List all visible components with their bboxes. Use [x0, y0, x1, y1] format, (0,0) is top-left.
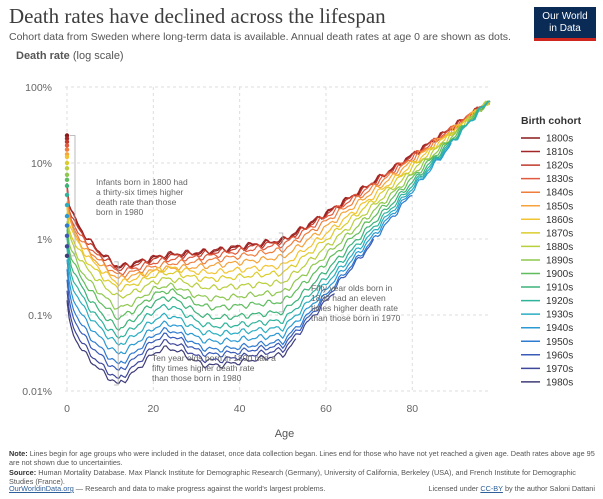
age0-dot-1820s: [64, 139, 70, 145]
x-tick-label: 80: [406, 403, 418, 415]
logo-line-2: in Data: [549, 23, 581, 34]
legend-label-1890s: 1890s: [546, 255, 573, 266]
age0-dot-1860s: [64, 154, 70, 160]
age0-dot-1970s: [64, 244, 70, 249]
age0-dot-1910s: [64, 183, 70, 189]
annotation-fifty-line: than those born in 1970: [311, 313, 401, 323]
series-line-1810s: [66, 100, 491, 268]
legend-label-1950s: 1950s: [546, 337, 573, 348]
legend-label-1940s: 1940s: [546, 323, 573, 334]
y-axis-label: Death rate (log scale): [16, 50, 124, 62]
legend-label-1900s: 1900s: [546, 269, 573, 280]
age0-dot-1810s: [64, 136, 70, 141]
tagline: — Research and data to make progress aga…: [75, 484, 326, 493]
series-line-1950s: [66, 194, 413, 365]
legend-label-1930s: 1930s: [546, 310, 573, 321]
source-text: Human Mortality Database. Max Planck Ins…: [9, 467, 576, 486]
footer-bar: OurWorldinData.org — Research and data t…: [9, 484, 595, 493]
series-line-1930s: [66, 100, 491, 346]
chart-title: Death rates have declined across the lif…: [9, 4, 386, 28]
license-prefix: Licensed under: [428, 484, 479, 493]
annotation-fifty-line: Fifty year olds born in: [311, 283, 393, 293]
license-link[interactable]: CC-BY: [480, 484, 503, 493]
legend-title: Birth cohort: [521, 115, 582, 127]
logo-line-1: Our World: [542, 11, 588, 22]
x-tick-label: 20: [147, 403, 159, 415]
note-label: Note:: [9, 449, 28, 458]
legend-label-1810s: 1810s: [546, 147, 573, 158]
license-suffix: by the author Saloni Dattani: [504, 484, 595, 493]
legend-label-1850s: 1850s: [546, 201, 573, 212]
y-axis-label-note: (log scale): [73, 50, 124, 62]
series-line-1910s: [66, 100, 491, 331]
y-tick-label: 1%: [37, 234, 52, 246]
age0-dot-1890s: [64, 172, 70, 177]
series-line-1980s: [66, 300, 297, 385]
age0-dot-1830s: [64, 143, 70, 148]
owid-logo[interactable]: Our World in Data: [534, 7, 596, 41]
legend-label-1820s: 1820s: [546, 161, 573, 172]
annotation-bracket-infant: [70, 135, 76, 257]
series-line-1850s: [66, 100, 490, 281]
legend-label-1860s: 1860s: [546, 215, 573, 226]
legend-label-1840s: 1840s: [546, 188, 573, 199]
x-axis-label: Age: [275, 428, 295, 440]
series-line-1920s: [66, 100, 491, 339]
legend-label-1960s: 1960s: [546, 350, 573, 361]
annotation-ten-line: Ten year olds born in 1800 had a: [152, 353, 276, 363]
annotation-bracket-ten: [114, 261, 119, 386]
legend-label-1970s: 1970s: [546, 364, 573, 375]
series-line-1860s: [66, 100, 491, 287]
x-tick-label: 0: [64, 403, 70, 415]
series-line-1940s: [66, 142, 452, 355]
y-tick-label: 10%: [31, 158, 52, 170]
age0-dot-1960s: [64, 233, 70, 239]
note-text: Lines begin for age groups who were incl…: [9, 449, 595, 468]
legend-label-1800s: 1800s: [546, 134, 573, 145]
legend-label-1910s: 1910s: [546, 283, 573, 294]
source-label: Source:: [9, 467, 37, 477]
annotation-ten-line: than those born in 1980: [152, 373, 242, 383]
age0-dot-1930s: [64, 202, 70, 208]
annotation-fifty-line: 1800 had an eleven: [311, 293, 386, 303]
age0-dot-1840s: [64, 147, 70, 152]
age0-dot-1940s: [64, 213, 70, 219]
footer-notes: Note: Lines begin for age groups who wer…: [9, 449, 599, 486]
chart-area: Death rate (log scale) 100% 10% 1% 0.1% 0.01%…: [16, 50, 582, 440]
age0-dot-1980s: [64, 253, 70, 259]
series-line-1890s: [66, 100, 490, 310]
annotation-infant-line: a thirty-six times higher: [96, 187, 184, 197]
license: Licensed under CC-BY by the author Salon…: [428, 484, 595, 493]
x-tick-label: 60: [320, 403, 332, 415]
x-tick-label: 40: [234, 403, 246, 415]
age0-dot-1900s: [64, 177, 70, 183]
legend-label-1880s: 1880s: [546, 242, 573, 253]
y-tick-label: 100%: [25, 82, 52, 94]
annotation-infant-line: born in 1980: [96, 207, 144, 217]
annotation-infant-line: death rate than those: [96, 197, 177, 207]
y-axis-label-main: Death rate: [16, 50, 73, 62]
series-line-1970s: [66, 290, 335, 379]
y-tick-label: 0.1%: [28, 310, 52, 322]
annotation-bracket-fifty: [278, 232, 284, 313]
series-line-1880s: [66, 100, 491, 299]
legend-label-1830s: 1830s: [546, 174, 573, 185]
age0-dot-1880s: [64, 166, 70, 171]
age0-dot-1950s: [64, 223, 70, 228]
age0-dot-1870s: [64, 160, 70, 166]
series-line-1840s: [66, 100, 491, 278]
legend-label-1920s: 1920s: [546, 296, 573, 307]
legend-label-1870s: 1870s: [546, 228, 573, 239]
series-line-1870s: [66, 101, 491, 292]
y-tick-label: 0.01%: [22, 386, 52, 398]
legend-label-1980s: 1980s: [546, 377, 573, 388]
chart-subtitle: Cohort data from Sweden where long-term …: [9, 31, 511, 43]
annotation-fifty-line: times higher death rate: [311, 303, 398, 313]
annotation-infant-line: Infants born in 1800 had: [96, 177, 188, 187]
series-line-1900s: [66, 100, 490, 320]
annotation-ten-line: fifty times higher death rate: [152, 363, 255, 373]
site-link[interactable]: OurWorldinData.org: [9, 484, 74, 493]
age0-dot-1920s: [64, 192, 70, 198]
